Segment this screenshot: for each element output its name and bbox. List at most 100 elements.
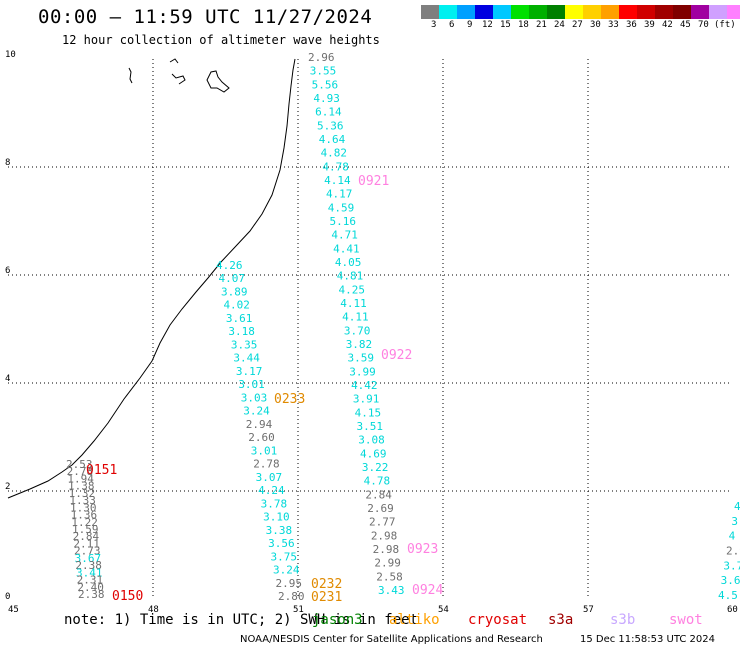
scale-tick-label: 36 bbox=[626, 20, 637, 30]
wave-height-value: 1.38 bbox=[68, 480, 95, 493]
scale-swatch bbox=[637, 5, 655, 19]
lon-tick-label: 57 bbox=[583, 605, 594, 615]
wave-height-value: 4.42 bbox=[351, 379, 378, 392]
lon-tick-label: 60 bbox=[727, 605, 738, 615]
satellite-legend-item: s3a bbox=[548, 612, 574, 628]
scale-tick-label: 24 bbox=[554, 20, 565, 30]
scale-swatch bbox=[475, 5, 493, 19]
wave-height-value: 4.15 bbox=[355, 406, 382, 419]
lon-tick-label: 51 bbox=[293, 605, 304, 615]
wave-height-value: 3.24 bbox=[243, 405, 270, 418]
wave-height-value: 3.91 bbox=[353, 393, 380, 406]
pass-time-label: 0231 bbox=[311, 590, 342, 605]
satellite-legend-item: swot bbox=[669, 612, 703, 628]
wave-height-value: 4.64 bbox=[319, 133, 346, 146]
island bbox=[169, 58, 179, 64]
wave-height-value: 1.22 bbox=[71, 516, 98, 529]
wave-height-value: 1.32 bbox=[69, 487, 96, 500]
wave-height-value: 1.94 bbox=[67, 472, 94, 485]
wave-height-value: 3.61 bbox=[226, 312, 253, 325]
pass-time-label: 0232 bbox=[311, 577, 342, 592]
pass-time-label: 0150 bbox=[112, 589, 143, 604]
lat-tick-label: 2 bbox=[5, 482, 10, 492]
wave-height-value: 5.16 bbox=[330, 215, 357, 228]
wave-height-value: 3.55 bbox=[310, 65, 337, 78]
wave-height-value: 3.56 bbox=[268, 537, 295, 550]
lon-tick-label: 54 bbox=[438, 605, 449, 615]
scale-tick-label: 27 bbox=[572, 20, 583, 30]
wave-height-value: 2.38 bbox=[75, 559, 102, 572]
scale-swatch bbox=[691, 5, 709, 19]
scale-tick-label: 45 bbox=[680, 20, 691, 30]
scale-tick-label: 21 bbox=[536, 20, 547, 30]
wave-height-value: 3.51 bbox=[356, 420, 383, 433]
wave-height-value: 3.7 bbox=[723, 559, 740, 572]
wave-height-value: 3 bbox=[731, 515, 738, 528]
satellite-legend-item: cryosat bbox=[468, 612, 528, 628]
lat-tick-label: 8 bbox=[5, 158, 10, 168]
wave-height-value: 4.14 bbox=[324, 174, 351, 187]
lon-tick-label: 45 bbox=[8, 605, 19, 615]
wave-height-value: 4.69 bbox=[360, 447, 387, 460]
wave-height-value: 4.24 bbox=[258, 484, 285, 497]
pass-time-label: 0151 bbox=[86, 463, 117, 478]
wave-height-value: 2.73 bbox=[74, 545, 101, 558]
wave-height-value: 3.70 bbox=[344, 324, 371, 337]
wave-height-value: 4.71 bbox=[331, 229, 358, 242]
wave-height-value: 4.78 bbox=[322, 160, 349, 173]
wave-height-value: 2.40 bbox=[77, 581, 104, 594]
page-subtitle: 12 hour collection of altimeter wave hei… bbox=[62, 33, 380, 47]
island bbox=[206, 70, 230, 93]
scale-tick-label: 9 bbox=[467, 20, 473, 30]
wave-height-value: 3.59 bbox=[347, 352, 374, 365]
scale-swatch bbox=[655, 5, 673, 19]
wave-height-value: 2.84 bbox=[73, 530, 100, 543]
wave-height-value: 4.11 bbox=[340, 297, 367, 310]
generated-timestamp: 15 Dec 11:58:53 UTC 2024 bbox=[580, 634, 715, 645]
color-scale-labels: 3 6 9 12 15 18 21 24 27 30 33 36 39 42 45 70 (ft) bbox=[421, 20, 740, 34]
wave-height-value: 2.38 bbox=[78, 588, 105, 601]
scale-tick-label: 33 bbox=[608, 20, 619, 30]
wave-height-value: 1.30 bbox=[70, 501, 97, 514]
pass-time-label: 0923 bbox=[407, 542, 438, 557]
wave-height-value: 3.17 bbox=[236, 365, 263, 378]
wave-height-value: 2.80 bbox=[278, 590, 305, 603]
wave-height-value: 4.82 bbox=[321, 147, 348, 160]
wave-height-value: 2.98 bbox=[371, 529, 398, 542]
footnote: note: 1) Time is in UTC; 2) SWH is in fe… bbox=[64, 612, 419, 628]
wave-height-value: 2.58 bbox=[376, 570, 403, 583]
wave-height-value: 3.10 bbox=[263, 511, 290, 524]
wave-height-value: 4.59 bbox=[328, 201, 355, 214]
page-title: 00:00 – 11:59 UTC 11/27/2024 bbox=[38, 6, 373, 28]
wave-height-value: 3.08 bbox=[358, 434, 385, 447]
wave-height-value: 4.07 bbox=[218, 272, 245, 285]
scale-swatch bbox=[601, 5, 619, 19]
wave-height-value: 3.24 bbox=[273, 564, 300, 577]
wave-height-value: 2.95 bbox=[276, 577, 303, 590]
wave-height-value: 3.99 bbox=[349, 365, 376, 378]
wave-height-value: 2.9 bbox=[726, 545, 740, 558]
wave-height-value: 3.89 bbox=[221, 285, 248, 298]
wave-height-value: 1.59 bbox=[72, 523, 99, 536]
wave-height-value: 1.33 bbox=[69, 494, 96, 507]
wave-height-value: 2.99 bbox=[374, 557, 401, 570]
wave-height-value: 2.84 bbox=[365, 488, 392, 501]
satellite-legend-item: jason3 bbox=[312, 612, 363, 628]
wave-height-value: 6.14 bbox=[315, 106, 342, 119]
wave-height-value: 3.43 bbox=[378, 584, 405, 597]
scale-tick-label: 42 bbox=[662, 20, 673, 30]
coastline bbox=[7, 58, 296, 499]
wave-height-value: 4.26 bbox=[216, 259, 243, 272]
wave-height-value: 3.18 bbox=[228, 325, 255, 338]
scale-tick-label: 6 bbox=[449, 20, 455, 30]
scale-swatch bbox=[673, 5, 691, 19]
scale-swatch bbox=[619, 5, 637, 19]
wave-height-value: 4.93 bbox=[313, 92, 340, 105]
scale-tick-label: 39 bbox=[644, 20, 655, 30]
wave-height-value: 5.36 bbox=[317, 119, 344, 132]
scale-tick-label: 18 bbox=[518, 20, 529, 30]
wave-height-value: 4.17 bbox=[326, 188, 353, 201]
wave-height-value: 4.02 bbox=[223, 299, 250, 312]
scale-tick-label: 3 bbox=[431, 20, 437, 30]
